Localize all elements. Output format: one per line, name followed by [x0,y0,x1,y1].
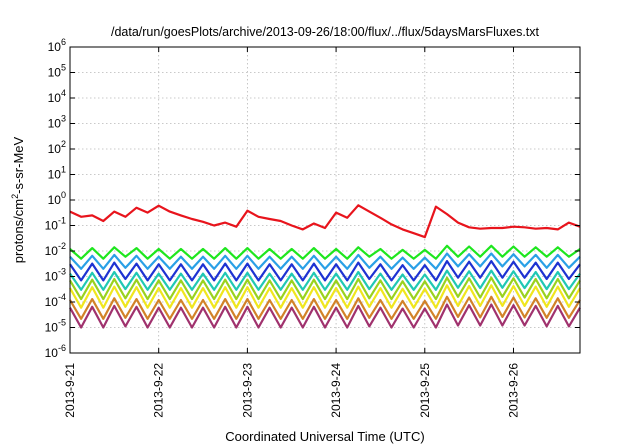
y-tick-label-exponent: -2 [58,241,66,251]
y-tick-label-base: 10 [45,219,59,233]
y-tick-label-base: 10 [48,40,62,54]
axis-ticks [69,46,580,354]
series-line-7 [69,284,581,309]
y-tick-label-base: 10 [48,91,62,105]
y-tick-label-exponent: 2 [61,139,66,149]
y-tick-label-base: 10 [48,168,62,182]
y-tick-label: 10-5 [45,318,66,335]
y-tick-label-exponent: 3 [61,114,66,124]
y-tick-label-exponent: 0 [61,190,66,200]
y-tick-label-exponent: 1 [61,165,66,175]
y-tick-label-exponent: 6 [61,37,66,47]
y-tick-label-exponent: -3 [58,267,66,277]
series-line-4 [69,260,581,282]
y-tick-label-base: 10 [48,142,62,156]
series-line-9 [69,303,581,329]
series-line-5 [69,269,581,291]
y-tick-label: 104 [48,88,66,105]
y-tick-label: 105 [48,63,66,80]
y-tick-label: 103 [48,114,66,131]
y-tick-label: 106 [48,37,66,54]
y-tick-label: 10-2 [45,241,66,258]
y-tick-label: 100 [48,190,66,207]
series-layer [69,204,581,329]
series-line-6 [69,276,581,301]
y-tick-label: 102 [48,139,66,156]
x-tick-label: 2013-9-25 [418,363,432,418]
y-tick-label-exponent: -6 [58,343,66,353]
y-tick-label: 10-3 [45,267,66,284]
y-tick-label-base: 10 [48,117,62,131]
series-line-8 [69,295,581,320]
y-tick-label-exponent: 5 [61,63,66,73]
y-tick-labels: 10-610-510-410-310-210-11001011021031041… [45,37,66,360]
y-tick-label-base: 10 [45,346,59,360]
x-tick-label: 2013-9-24 [329,363,343,418]
y-tick-label: 10-4 [45,292,66,309]
y-tick-label-base: 10 [45,270,59,284]
series-line-1 [69,204,581,239]
y-tick-label: 10-6 [45,343,66,360]
y-tick-label-base: 10 [48,193,62,207]
y-tick-label-base: 10 [45,321,59,335]
y-tick-label-base: 10 [45,244,59,258]
x-axis-title: Coordinated Universal Time (UTC) [225,429,424,444]
series-line-3 [69,252,581,270]
x-tick-labels: 2013-9-21 2013-9-22 2013-9-23 2013-9-24 2013… [63,363,520,418]
y-axis-title-rest: -s-sr-MeV [11,136,26,193]
y-tick-label: 101 [48,165,66,182]
y-tick-label-exponent: 4 [61,88,66,98]
y-axis-title-superscript: 2 [10,194,20,199]
x-tick-label: 2013-9-21 [63,363,77,418]
x-tick-label: 2013-9-22 [152,363,166,418]
series-line-2 [69,244,581,260]
y-tick-label: 10-1 [45,216,66,233]
y-axis-title: protons/cm2-s-sr-MeV [10,136,26,263]
y-tick-label-base: 10 [48,66,62,80]
chart-title: /data/run/goesPlots/archive/2013-09-26/1… [111,25,540,39]
y-axis-title-base: protons/cm [11,199,26,263]
y-tick-label-exponent: -5 [58,318,66,328]
x-tick-label: 2013-9-23 [240,363,254,418]
y-tick-label-base: 10 [45,295,59,309]
y-tick-label-exponent: -1 [58,216,66,226]
x-tick-label: 2013-9-26 [506,363,520,418]
y-tick-label-exponent: -4 [58,292,66,302]
